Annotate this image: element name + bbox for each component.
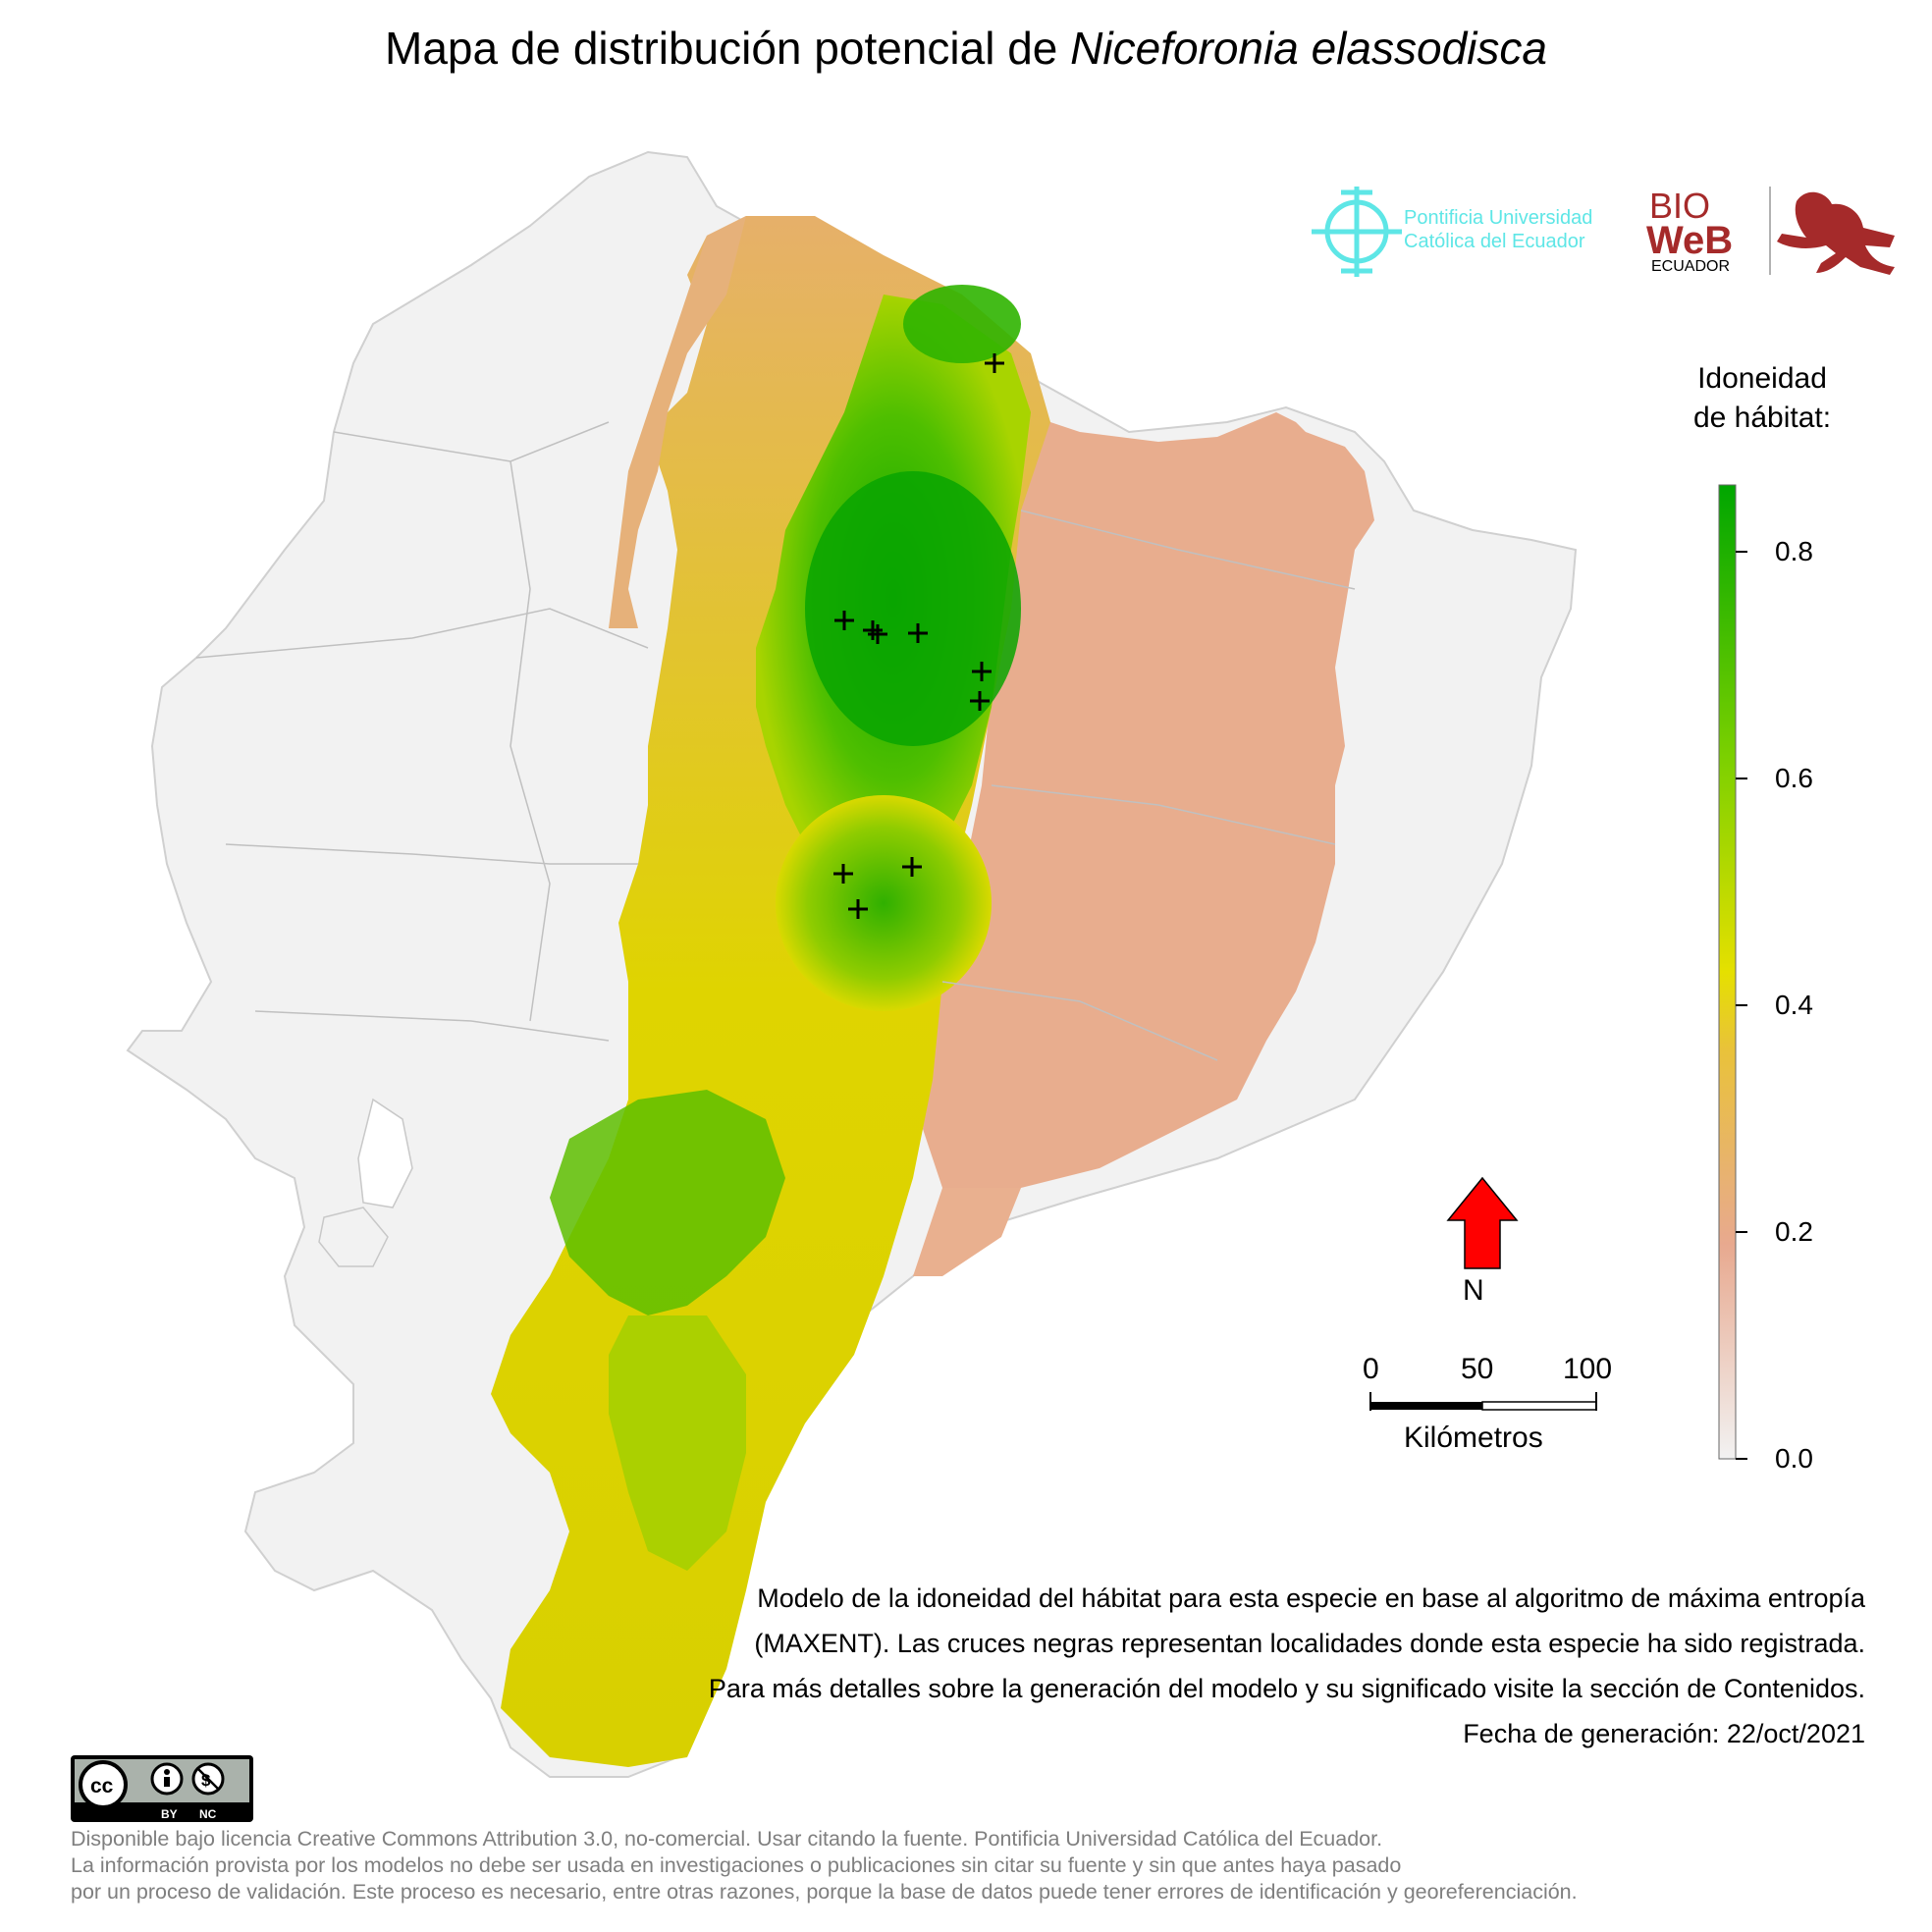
occurrence-cross (868, 624, 887, 644)
scale-label-100: 100 (1563, 1353, 1613, 1385)
species-name: Niceforonia elassodisca (1070, 23, 1547, 74)
central-high-suitability (776, 795, 992, 1011)
scale-label-0: 0 (1363, 1353, 1379, 1385)
cc-license-badge: cc $ BY NC (71, 1755, 253, 1822)
north-label: N (1463, 1274, 1484, 1307)
frog-logo-icon (1777, 191, 1895, 275)
legend-title-line2: de hábitat: (1692, 402, 1832, 434)
legend-tick-label: 0.8 (1775, 536, 1813, 566)
legend-ticks (1736, 551, 1747, 1460)
legend-tick-label: 0.4 (1775, 990, 1813, 1020)
legend-tick-label: 0.2 (1775, 1216, 1813, 1247)
bioweb-logo: BIO WeB ECUADOR (1646, 186, 1771, 275)
cc-by-label: BY (161, 1807, 178, 1821)
north-arrow-icon (1446, 1176, 1519, 1269)
scale-unit: Kilómetros (1404, 1422, 1543, 1454)
svg-text:$: $ (201, 1771, 211, 1790)
footer-line3: por un proceso de validación. Este proce… (71, 1880, 1578, 1904)
western-slope-fringe (609, 216, 746, 628)
puna-island (318, 1207, 389, 1267)
legend-title: Idoneidad de hábitat: (1649, 359, 1875, 438)
occurrence-cross (848, 899, 868, 919)
svg-text:cc: cc (90, 1775, 114, 1798)
legend-tick-label: 0.6 (1775, 763, 1813, 793)
amazon-south-wedge (913, 1188, 1021, 1276)
puce-logo-icon (1312, 187, 1402, 277)
occurrence-cross (863, 620, 883, 640)
map-title: Mapa de distribución potencial de Nicefo… (0, 22, 1932, 75)
puce-logo-text: Pontificia Universidad Católica del Ecua… (1404, 206, 1592, 253)
occurrence-cross (834, 611, 854, 630)
occurrence-cross (833, 864, 853, 884)
scale-bar (1369, 1392, 1597, 1411)
gulf-channel (357, 1098, 413, 1208)
occurrence-cross (985, 353, 1004, 373)
north-tip-peak (903, 285, 1021, 363)
occurrence-cross (908, 623, 928, 643)
legend-title-line1: Idoneidad (1697, 362, 1827, 395)
map-description: Modelo de la idoneidad del hábitat para … (708, 1583, 1865, 1748)
puce-line1: Pontificia Universidad (1404, 207, 1593, 229)
footer-line2: La información provista por los modelos … (71, 1853, 1402, 1877)
bioweb-mid: WeB (1646, 219, 1733, 262)
north-core-peak (805, 471, 1021, 746)
cc-nc-label: NC (199, 1807, 217, 1821)
license-footer: Disponible bajo licencia Creative Common… (71, 1826, 1897, 1905)
occurrence-cross (972, 662, 992, 681)
footer-line1: Disponible bajo licencia Creative Common… (71, 1827, 1383, 1851)
scale-label-50: 50 (1461, 1353, 1494, 1385)
legend-colorbar (1718, 484, 1737, 1460)
occurrence-cross (970, 691, 990, 711)
bioweb-top: BIO (1649, 186, 1710, 226)
south-mid-suitability (609, 1315, 746, 1571)
province-boundaries (195, 421, 1356, 1061)
south-high-suitability (550, 1090, 785, 1315)
occurrence-cross (902, 857, 922, 877)
title-prefix: Mapa de distribución potencial de (385, 23, 1058, 74)
amazon-low-suitability (923, 412, 1374, 1188)
legend-tick-label: 0.0 (1775, 1443, 1813, 1474)
puce-line2: Católica del Ecuador (1404, 231, 1585, 252)
bioweb-bottom: ECUADOR (1651, 258, 1730, 275)
